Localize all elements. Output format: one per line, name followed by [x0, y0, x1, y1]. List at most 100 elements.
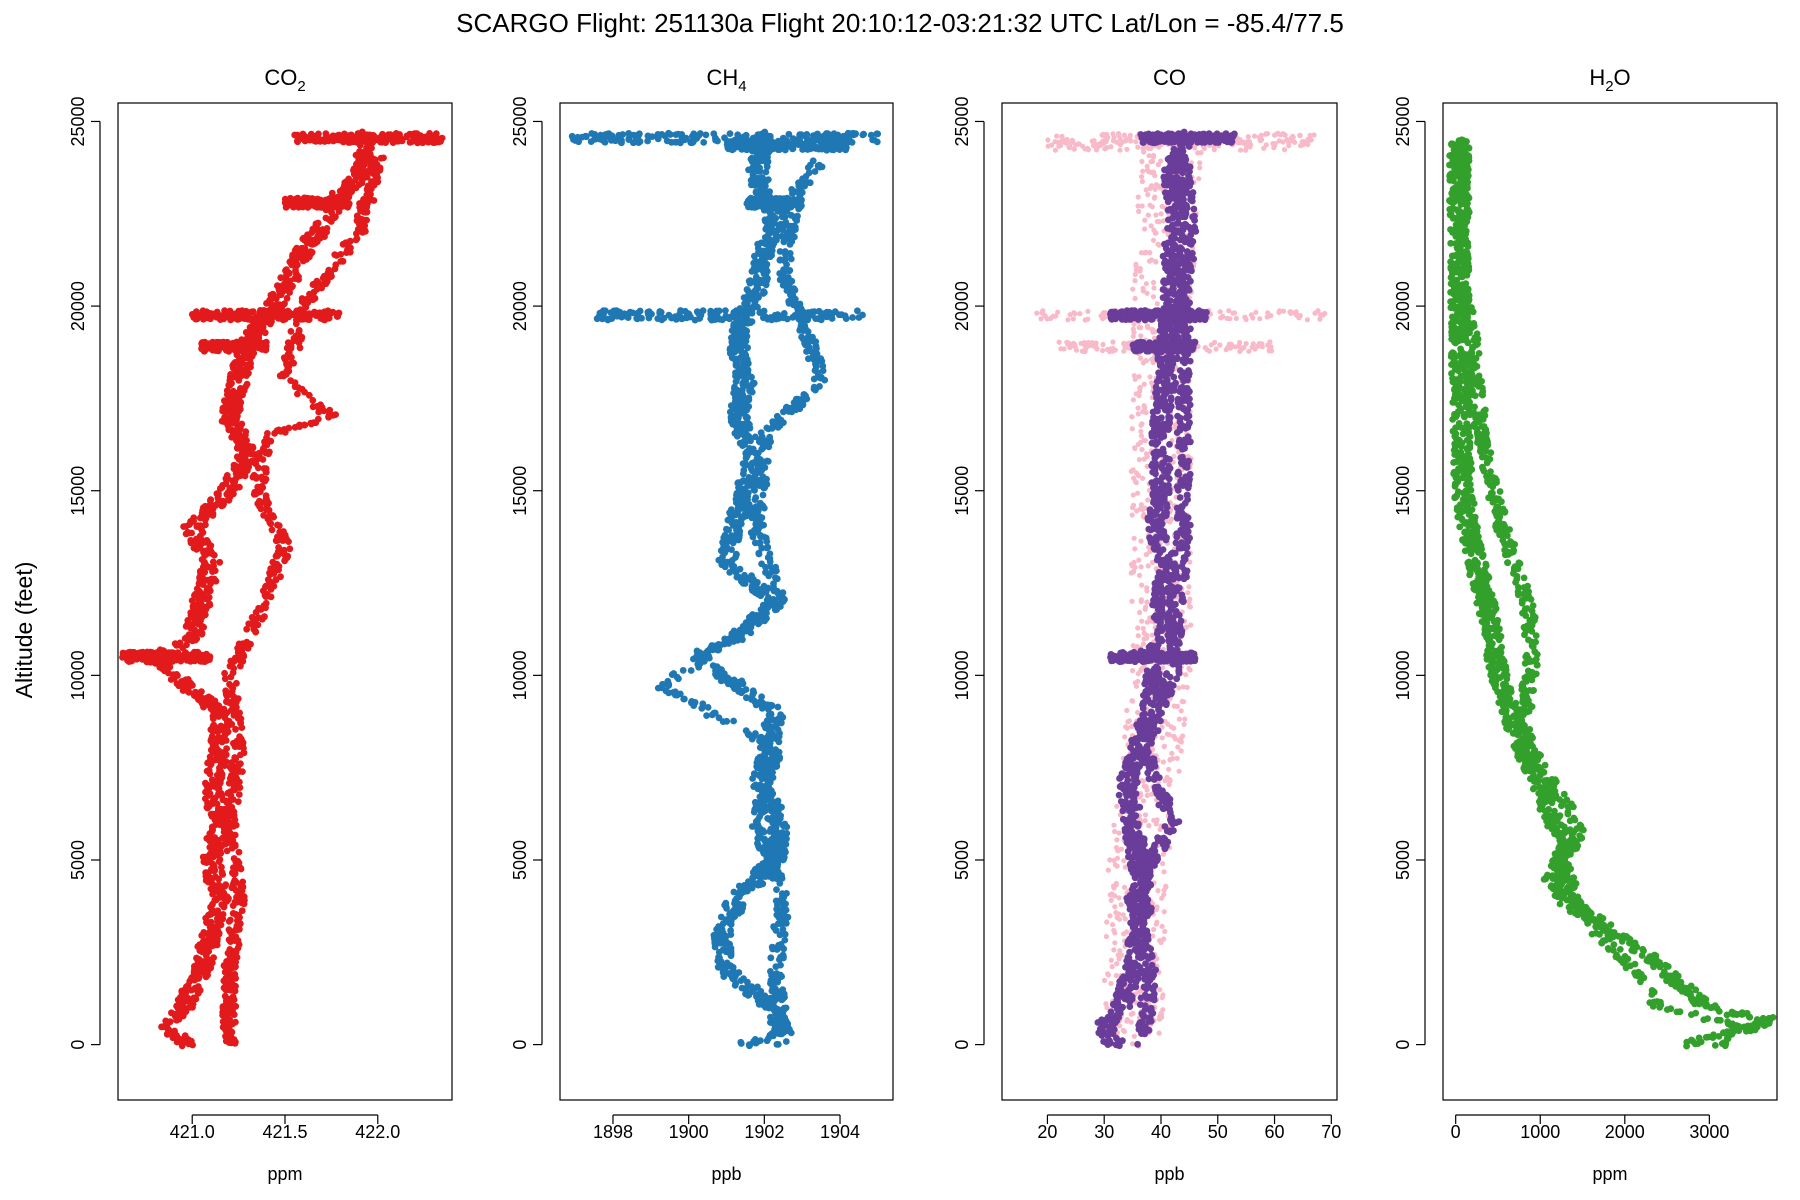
- data-point: [711, 940, 719, 948]
- y-tick-label: 5000: [510, 840, 530, 880]
- data-point: [726, 534, 733, 542]
- data-point: [359, 158, 367, 166]
- data-point: [767, 954, 775, 962]
- data-point: [297, 309, 304, 316]
- data-point: [758, 514, 766, 522]
- data-point: [249, 443, 257, 451]
- data-point: [773, 1012, 781, 1019]
- data-point: [242, 428, 250, 436]
- data-point: [310, 288, 318, 296]
- data-point: [723, 904, 730, 912]
- data-point: [726, 919, 733, 927]
- data-point: [234, 695, 242, 703]
- data-point: [200, 623, 208, 631]
- data-point: [799, 401, 807, 409]
- series-co2-0: [119, 128, 446, 1050]
- data-point: [723, 525, 730, 533]
- data-point: [274, 537, 282, 544]
- data-point: [264, 430, 271, 437]
- data-point: [204, 759, 212, 767]
- data-point: [719, 920, 727, 928]
- data-point: [230, 883, 237, 891]
- data-point: [294, 273, 302, 281]
- data-point: [671, 688, 679, 696]
- data-point: [817, 373, 825, 381]
- data-point: [260, 499, 268, 506]
- data-point: [791, 295, 799, 303]
- data-point: [718, 666, 725, 674]
- y-tick-label: 20000: [68, 281, 88, 331]
- data-point: [266, 448, 273, 456]
- data-point: [244, 644, 252, 652]
- data-point: [182, 530, 190, 538]
- data-point: [230, 708, 238, 716]
- data-point: [283, 271, 290, 278]
- data-point: [209, 823, 217, 831]
- data-point: [176, 997, 184, 1005]
- data-point: [339, 257, 347, 265]
- data-point: [758, 827, 766, 834]
- data-point: [771, 857, 779, 865]
- data-point: [332, 261, 340, 269]
- data-point: [734, 479, 742, 486]
- data-point: [262, 468, 270, 476]
- data-point: [231, 1039, 239, 1047]
- data-point: [328, 200, 335, 208]
- data-point: [777, 840, 785, 848]
- data-point: [164, 1025, 172, 1033]
- y-tick-label: 20000: [510, 281, 530, 331]
- data-point: [325, 266, 333, 274]
- data-point: [222, 758, 230, 765]
- data-point: [798, 333, 805, 341]
- data-point: [173, 1002, 181, 1010]
- data-point: [239, 768, 246, 775]
- data-point: [780, 829, 787, 837]
- data-point: [254, 500, 262, 508]
- data-point: [205, 919, 213, 927]
- data-point: [732, 360, 740, 368]
- data-point: [206, 587, 214, 595]
- data-point: [763, 717, 771, 725]
- data-point: [343, 197, 351, 205]
- data-point: [749, 775, 756, 782]
- data-point: [805, 169, 813, 177]
- data-point: [229, 669, 237, 677]
- data-point: [809, 157, 817, 165]
- data-point: [818, 163, 826, 171]
- data-point: [780, 945, 788, 953]
- data-point: [256, 324, 263, 332]
- data-point: [741, 624, 748, 631]
- data-point: [726, 569, 734, 576]
- data-point: [776, 270, 784, 277]
- panel-title-main: CO: [264, 65, 297, 90]
- data-point: [742, 727, 750, 735]
- data-point: [237, 715, 245, 723]
- data-point: [190, 692, 198, 699]
- data-point: [188, 986, 195, 994]
- data-point: [211, 884, 219, 892]
- data-point: [771, 865, 779, 873]
- data-point: [223, 745, 231, 752]
- data-point: [205, 766, 213, 774]
- data-point: [750, 689, 758, 696]
- data-point: [350, 167, 357, 174]
- data-point: [267, 291, 275, 299]
- data-point: [752, 503, 760, 510]
- data-point: [359, 135, 367, 143]
- data-point: [309, 225, 317, 233]
- data-point: [283, 294, 291, 302]
- x-tick-label: 421.5: [262, 1122, 307, 1142]
- data-point: [774, 1006, 782, 1013]
- data-point: [299, 257, 307, 265]
- data-point: [222, 840, 230, 848]
- data-point: [226, 662, 234, 670]
- data-point: [231, 656, 239, 664]
- data-point: [185, 688, 193, 696]
- data-point: [189, 1004, 196, 1011]
- y-tick-label: 10000: [510, 650, 530, 700]
- data-point: [724, 516, 732, 524]
- data-point: [198, 700, 206, 707]
- data-point: [216, 764, 223, 772]
- data-point: [727, 927, 734, 934]
- data-point: [125, 655, 133, 662]
